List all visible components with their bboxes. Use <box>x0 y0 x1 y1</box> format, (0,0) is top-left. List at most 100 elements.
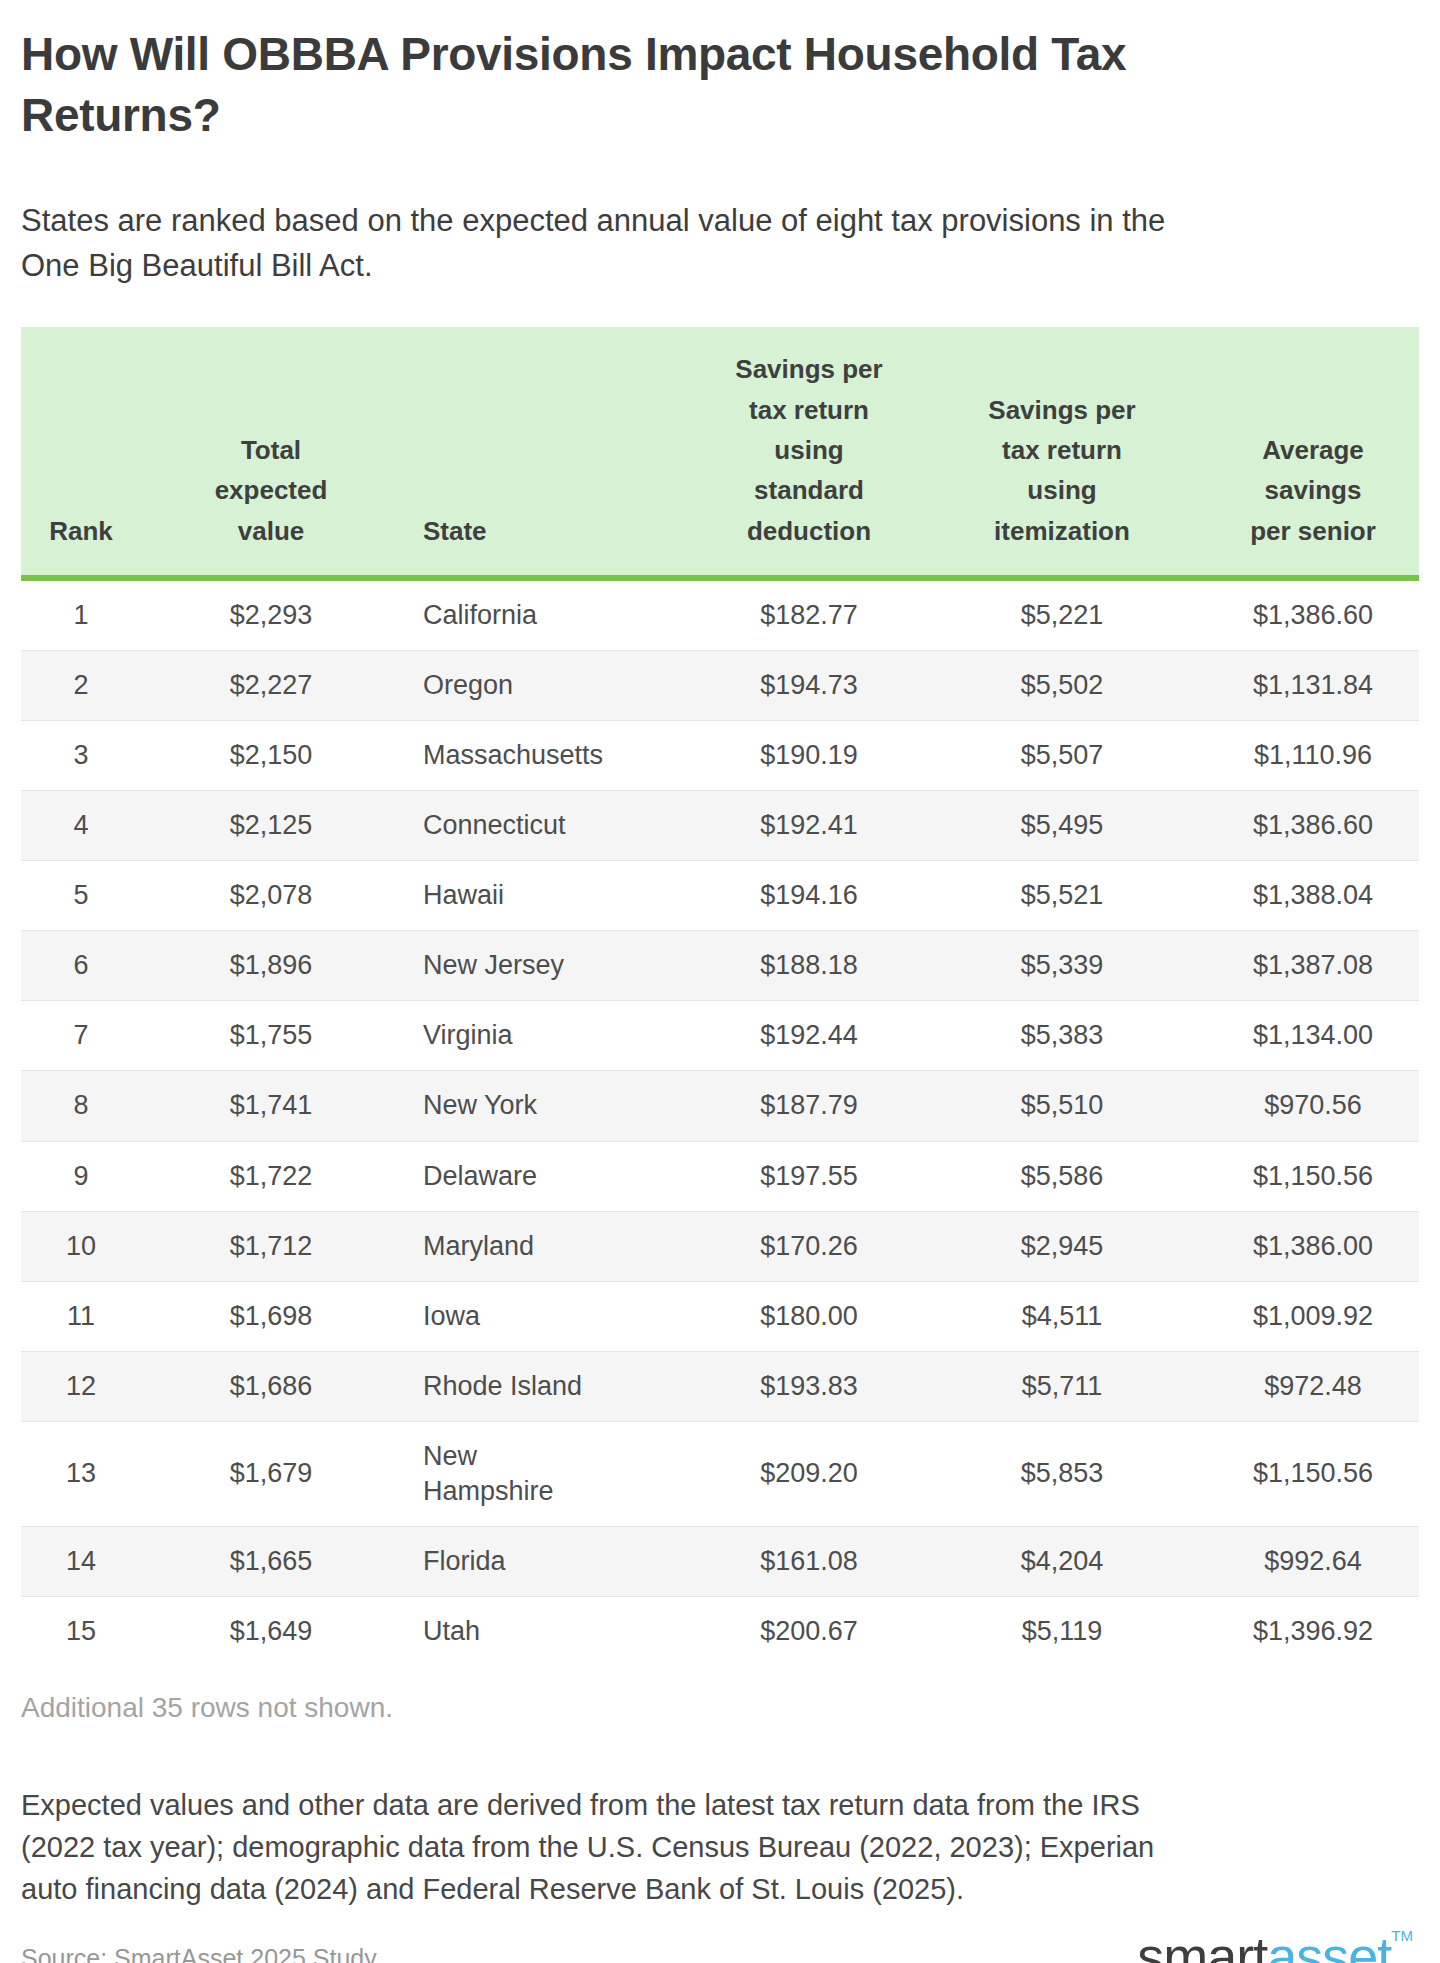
cell-state: New Hampshire <box>401 1421 701 1526</box>
table-row: 2 $2,227 Oregon $194.73 $5,502 $1,131.84 <box>21 650 1419 720</box>
cell-savings-itemization: $5,586 <box>917 1141 1207 1211</box>
cell-average-savings-per-senior: $972.48 <box>1207 1351 1419 1421</box>
cell-total-expected-value: $1,698 <box>141 1281 401 1351</box>
smartasset-logo: smartassetTM <box>1137 1928 1419 1963</box>
column-header-savings-itemization: Savings per tax return using itemization <box>917 327 1207 577</box>
cell-total-expected-value: $1,665 <box>141 1527 401 1597</box>
cell-average-savings-per-senior: $1,134.00 <box>1207 1001 1419 1071</box>
logo-text-smart: smart <box>1137 1926 1267 1963</box>
cell-savings-standard-deduction: $192.44 <box>701 1001 917 1071</box>
cell-state: Hawaii <box>401 861 701 931</box>
cell-total-expected-value: $1,649 <box>141 1597 401 1667</box>
table-row: 12 $1,686 Rhode Island $193.83 $5,711 $9… <box>21 1351 1419 1421</box>
cell-total-expected-value: $2,078 <box>141 861 401 931</box>
column-header-state: State <box>401 327 701 577</box>
cell-savings-standard-deduction: $192.41 <box>701 791 917 861</box>
cell-savings-standard-deduction: $200.67 <box>701 1597 917 1667</box>
cell-average-savings-per-senior: $1,388.04 <box>1207 861 1419 931</box>
cell-average-savings-per-senior: $1,150.56 <box>1207 1421 1419 1526</box>
cell-total-expected-value: $1,679 <box>141 1421 401 1526</box>
table-body: 1 $2,293 California $182.77 $5,221 $1,38… <box>21 578 1419 1667</box>
cell-savings-standard-deduction: $161.08 <box>701 1527 917 1597</box>
column-header-total-expected-value: Total expected value <box>141 327 401 577</box>
cell-total-expected-value: $1,741 <box>141 1071 401 1141</box>
cell-savings-standard-deduction: $188.18 <box>701 931 917 1001</box>
cell-savings-standard-deduction: $190.19 <box>701 720 917 790</box>
table-row: 14 $1,665 Florida $161.08 $4,204 $992.64 <box>21 1527 1419 1597</box>
table-row: 1 $2,293 California $182.77 $5,221 $1,38… <box>21 578 1419 651</box>
table-row: 9 $1,722 Delaware $197.55 $5,586 $1,150.… <box>21 1141 1419 1211</box>
table-row: 10 $1,712 Maryland $170.26 $2,945 $1,386… <box>21 1211 1419 1281</box>
cell-rank: 3 <box>21 720 141 790</box>
footer: Source: SmartAsset 2025 Study smartasset… <box>21 1928 1419 1963</box>
table-row: 3 $2,150 Massachusetts $190.19 $5,507 $1… <box>21 720 1419 790</box>
cell-savings-itemization: $5,711 <box>917 1351 1207 1421</box>
cell-savings-standard-deduction: $193.83 <box>701 1351 917 1421</box>
column-header-savings-standard-deduction: Savings per tax return using standard de… <box>701 327 917 577</box>
cell-total-expected-value: $2,227 <box>141 650 401 720</box>
cell-savings-itemization: $5,495 <box>917 791 1207 861</box>
cell-savings-standard-deduction: $209.20 <box>701 1421 917 1526</box>
cell-state: Delaware <box>401 1141 701 1211</box>
cell-total-expected-value: $2,150 <box>141 720 401 790</box>
cell-savings-standard-deduction: $197.55 <box>701 1141 917 1211</box>
cell-savings-itemization: $5,383 <box>917 1001 1207 1071</box>
column-header-rank: Rank <box>21 327 141 577</box>
cell-total-expected-value: $1,712 <box>141 1211 401 1281</box>
cell-savings-standard-deduction: $187.79 <box>701 1071 917 1141</box>
cell-savings-itemization: $5,853 <box>917 1421 1207 1526</box>
page-subtitle: States are ranked based on the expected … <box>21 199 1419 289</box>
cell-total-expected-value: $2,125 <box>141 791 401 861</box>
cell-rank: 7 <box>21 1001 141 1071</box>
cell-savings-itemization: $5,502 <box>917 650 1207 720</box>
table-row: 13 $1,679 New Hampshire $209.20 $5,853 $… <box>21 1421 1419 1526</box>
cell-state: Florida <box>401 1527 701 1597</box>
cell-state: Oregon <box>401 650 701 720</box>
column-header-average-savings-per-senior: Average savings per senior <box>1207 327 1419 577</box>
cell-rank: 15 <box>21 1597 141 1667</box>
table-row: 15 $1,649 Utah $200.67 $5,119 $1,396.92 <box>21 1597 1419 1667</box>
infographic: How Will OBBBA Provisions Impact Househo… <box>0 24 1440 1963</box>
cell-savings-itemization: $5,507 <box>917 720 1207 790</box>
cell-state: Connecticut <box>401 791 701 861</box>
cell-average-savings-per-senior: $1,396.92 <box>1207 1597 1419 1667</box>
logo-trademark-symbol: TM <box>1391 1927 1413 1944</box>
cell-total-expected-value: $1,686 <box>141 1351 401 1421</box>
table-row: 7 $1,755 Virginia $192.44 $5,383 $1,134.… <box>21 1001 1419 1071</box>
page-title: How Will OBBBA Provisions Impact Househo… <box>21 24 1419 145</box>
cell-savings-itemization: $2,945 <box>917 1211 1207 1281</box>
cell-rank: 10 <box>21 1211 141 1281</box>
cell-state: New York <box>401 1071 701 1141</box>
cell-savings-itemization: $5,510 <box>917 1071 1207 1141</box>
cell-average-savings-per-senior: $992.64 <box>1207 1527 1419 1597</box>
cell-average-savings-per-senior: $1,009.92 <box>1207 1281 1419 1351</box>
cell-state: Utah <box>401 1597 701 1667</box>
table-row: 11 $1,698 Iowa $180.00 $4,511 $1,009.92 <box>21 1281 1419 1351</box>
note-methodology: Expected values and other data are deriv… <box>21 1784 1419 1910</box>
note-additional-rows: Additional 35 rows not shown. <box>21 1692 1419 1724</box>
cell-rank: 5 <box>21 861 141 931</box>
cell-savings-standard-deduction: $194.16 <box>701 861 917 931</box>
table-row: 8 $1,741 New York $187.79 $5,510 $970.56 <box>21 1071 1419 1141</box>
cell-savings-itemization: $5,521 <box>917 861 1207 931</box>
cell-state: New Jersey <box>401 931 701 1001</box>
cell-state: Virginia <box>401 1001 701 1071</box>
table-header: Rank Total expected value State Savings … <box>21 327 1419 577</box>
cell-rank: 12 <box>21 1351 141 1421</box>
logo-text-asset: asset <box>1267 1926 1391 1963</box>
table-row: 4 $2,125 Connecticut $192.41 $5,495 $1,3… <box>21 791 1419 861</box>
cell-state: Iowa <box>401 1281 701 1351</box>
note-source: Source: SmartAsset 2025 Study <box>21 1944 377 1963</box>
cell-savings-itemization: $5,339 <box>917 931 1207 1001</box>
cell-savings-itemization: $5,119 <box>917 1597 1207 1667</box>
cell-rank: 4 <box>21 791 141 861</box>
cell-savings-itemization: $5,221 <box>917 578 1207 651</box>
cell-state: Rhode Island <box>401 1351 701 1421</box>
cell-average-savings-per-senior: $1,387.08 <box>1207 931 1419 1001</box>
cell-average-savings-per-senior: $1,150.56 <box>1207 1141 1419 1211</box>
cell-savings-itemization: $4,511 <box>917 1281 1207 1351</box>
table-row: 6 $1,896 New Jersey $188.18 $5,339 $1,38… <box>21 931 1419 1001</box>
cell-rank: 13 <box>21 1421 141 1526</box>
cell-average-savings-per-senior: $1,131.84 <box>1207 650 1419 720</box>
cell-savings-standard-deduction: $182.77 <box>701 578 917 651</box>
